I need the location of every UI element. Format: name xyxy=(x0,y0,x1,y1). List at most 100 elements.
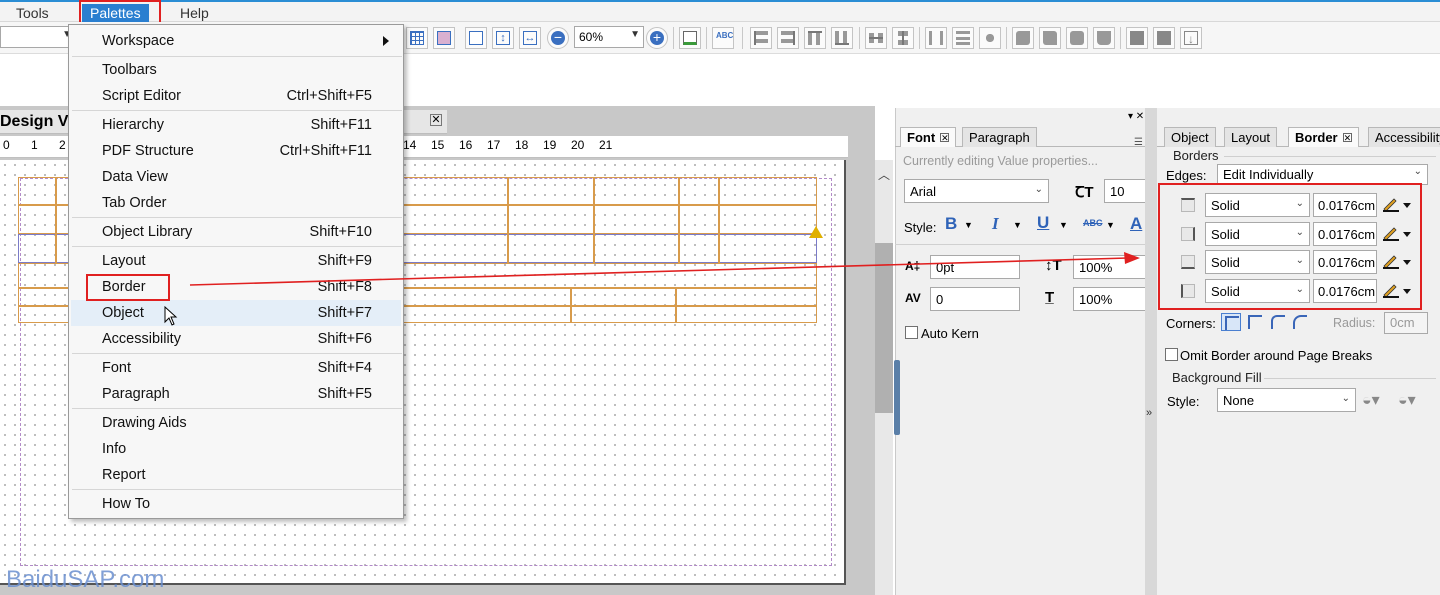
edge-style-select[interactable]: Solid ⌄ xyxy=(1205,250,1310,274)
auto-kern-checkbox[interactable] xyxy=(905,326,918,339)
menu-help[interactable]: Help xyxy=(180,5,209,21)
corner-round-icon[interactable] xyxy=(1271,315,1285,329)
align-bottom-icon[interactable] xyxy=(831,27,853,49)
chevron-right-icon[interactable]: » xyxy=(1146,407,1153,419)
pen-color-icon[interactable] xyxy=(1382,224,1411,242)
fill-color-icon[interactable]: ◒▾ xyxy=(1362,392,1380,409)
italic-icon[interactable]: I xyxy=(992,214,999,233)
edge-width-input[interactable]: 0.0176cm xyxy=(1313,222,1377,246)
baseline-shift-input[interactable]: 0pt xyxy=(930,255,1020,279)
menu-item-info[interactable]: Info xyxy=(102,441,127,457)
tab-object[interactable]: Object xyxy=(1164,127,1216,147)
panel-menu-icon[interactable]: ▾ ✕ xyxy=(1128,111,1145,122)
tab-font[interactable]: Font ✕ xyxy=(900,127,957,147)
pen-color-icon[interactable] xyxy=(1382,195,1411,213)
size-both-icon[interactable] xyxy=(1066,27,1088,49)
close-icon[interactable]: ✕ xyxy=(430,114,442,126)
chevron-down-icon[interactable]: ▼ xyxy=(1013,220,1022,230)
tracking-input[interactable]: 0 xyxy=(930,287,1020,311)
panel-collapse-handle[interactable] xyxy=(894,360,900,435)
underline-icon[interactable]: U xyxy=(1037,213,1050,232)
menu-item-font[interactable]: Font Shift+F4 xyxy=(102,360,372,376)
vertical-scale-input[interactable]: 100% xyxy=(1073,255,1146,279)
align-center-icon[interactable] xyxy=(892,27,914,49)
font-name-select[interactable]: Arial ⌄ xyxy=(904,179,1049,203)
menu-item-hierarchy[interactable]: Hierarchy Shift+F11 xyxy=(102,117,372,133)
corner-round-inverted-icon[interactable] xyxy=(1293,315,1307,329)
grid-icon[interactable] xyxy=(406,27,428,49)
menu-palettes[interactable]: Palettes xyxy=(82,4,149,22)
close-icon[interactable]: ✕ xyxy=(940,133,950,143)
align-middle-icon[interactable] xyxy=(865,27,887,49)
scrollbar-thumb[interactable] xyxy=(875,243,893,413)
toolbar-style-combo[interactable]: ▼ xyxy=(0,26,76,48)
panel-options-icon[interactable]: ☰ xyxy=(1134,137,1143,148)
spell-check-icon[interactable]: ABC xyxy=(712,27,734,49)
center-page-horizontal-icon[interactable] xyxy=(1126,27,1148,49)
close-icon[interactable]: ✕ xyxy=(1342,133,1352,143)
page-icon[interactable] xyxy=(465,27,487,49)
menu-item-object[interactable]: Object Shift+F7 xyxy=(71,300,401,326)
corner-bevel-icon[interactable] xyxy=(1248,315,1262,329)
pen-color-icon[interactable] xyxy=(1382,281,1411,299)
zoom-combo[interactable]: 60% ▼ xyxy=(574,26,644,48)
pen-color-icon[interactable] xyxy=(1382,252,1411,270)
menu-item-object-library[interactable]: Object Library Shift+F10 xyxy=(102,224,372,240)
tab-border[interactable]: Border ✕ xyxy=(1288,127,1359,147)
edge-width-input[interactable]: 0.0176cm xyxy=(1313,250,1377,274)
edge-width-input[interactable]: 0.0176cm xyxy=(1313,279,1377,303)
zoom-out-icon[interactable]: − xyxy=(547,27,569,49)
design-view-title[interactable]: Design V xyxy=(0,113,69,130)
menu-item-paragraph[interactable]: Paragraph Shift+F5 xyxy=(102,386,372,402)
panel-splitter[interactable] xyxy=(1145,108,1157,595)
radius-input[interactable]: 0cm xyxy=(1384,312,1428,334)
table-row[interactable] xyxy=(18,177,817,205)
fill-style-select[interactable]: None ⌄ xyxy=(1217,388,1356,412)
chevron-down-icon[interactable]: ▼ xyxy=(1106,220,1115,230)
omit-border-checkbox[interactable] xyxy=(1165,348,1178,361)
corner-square-button[interactable] xyxy=(1221,313,1241,331)
table-row[interactable] xyxy=(18,205,817,234)
align-right-icon[interactable] xyxy=(777,27,799,49)
fit-width-icon[interactable]: ↔ xyxy=(519,27,541,49)
preview-icon[interactable] xyxy=(679,27,701,49)
center-page-vertical-icon[interactable] xyxy=(1153,27,1175,49)
zoom-in-icon[interactable]: + xyxy=(646,27,668,49)
menu-item-tab-order[interactable]: Tab Order xyxy=(102,195,167,211)
align-top-icon[interactable] xyxy=(804,27,826,49)
tab-accessibility[interactable]: Accessibility xyxy=(1368,127,1440,147)
size-match-icon[interactable] xyxy=(1093,27,1115,49)
size-width-icon[interactable] xyxy=(1012,27,1034,49)
chevron-down-icon[interactable]: ▼ xyxy=(1059,220,1068,230)
strikethrough-icon[interactable]: ABC xyxy=(1083,218,1103,228)
menu-item-report[interactable]: Report xyxy=(102,467,146,483)
tab-layout[interactable]: Layout xyxy=(1224,127,1278,147)
edge-style-select[interactable]: Solid ⌄ xyxy=(1205,279,1310,303)
tab-paragraph[interactable]: Paragraph xyxy=(962,127,1037,147)
menu-item-how-to[interactable]: How To xyxy=(102,496,151,512)
chevron-up-icon[interactable]: ︿ xyxy=(878,168,891,182)
menu-item-data-view[interactable]: Data View xyxy=(102,169,168,185)
font-size-input[interactable]: 10 xyxy=(1104,179,1146,203)
menu-item-workspace[interactable]: Workspace xyxy=(71,28,401,54)
fill-secondary-color-icon[interactable]: ◒▾ xyxy=(1398,392,1416,409)
align-left-icon[interactable] xyxy=(750,27,772,49)
menu-item-toolbars[interactable]: Toolbars xyxy=(102,62,157,78)
center-page-both-icon[interactable]: ↓ xyxy=(1180,27,1202,49)
distribute-vertical-icon[interactable] xyxy=(952,27,974,49)
menu-item-accessibility[interactable]: Accessibility Shift+F6 xyxy=(102,331,372,347)
edge-width-input[interactable]: 0.0176cm xyxy=(1313,193,1377,217)
distribute-horizontal-icon[interactable] xyxy=(925,27,947,49)
horizontal-scale-input[interactable]: 100% xyxy=(1073,287,1146,311)
menu-item-script-editor[interactable]: Script Editor Ctrl+Shift+F5 xyxy=(102,88,372,104)
distribute-center-icon[interactable] xyxy=(979,27,1001,49)
snap-grid-icon[interactable] xyxy=(433,27,455,49)
bold-icon[interactable]: B xyxy=(945,214,958,233)
menu-item-drawing-aids[interactable]: Drawing Aids xyxy=(102,415,187,431)
warning-icon[interactable] xyxy=(809,226,823,238)
edge-style-select[interactable]: Solid ⌄ xyxy=(1205,222,1310,246)
edge-style-select[interactable]: Solid ⌄ xyxy=(1205,193,1310,217)
size-height-icon[interactable] xyxy=(1039,27,1061,49)
text-color-icon[interactable]: A xyxy=(1130,214,1143,233)
edges-select[interactable]: Edit Individually ⌄ xyxy=(1217,164,1428,185)
